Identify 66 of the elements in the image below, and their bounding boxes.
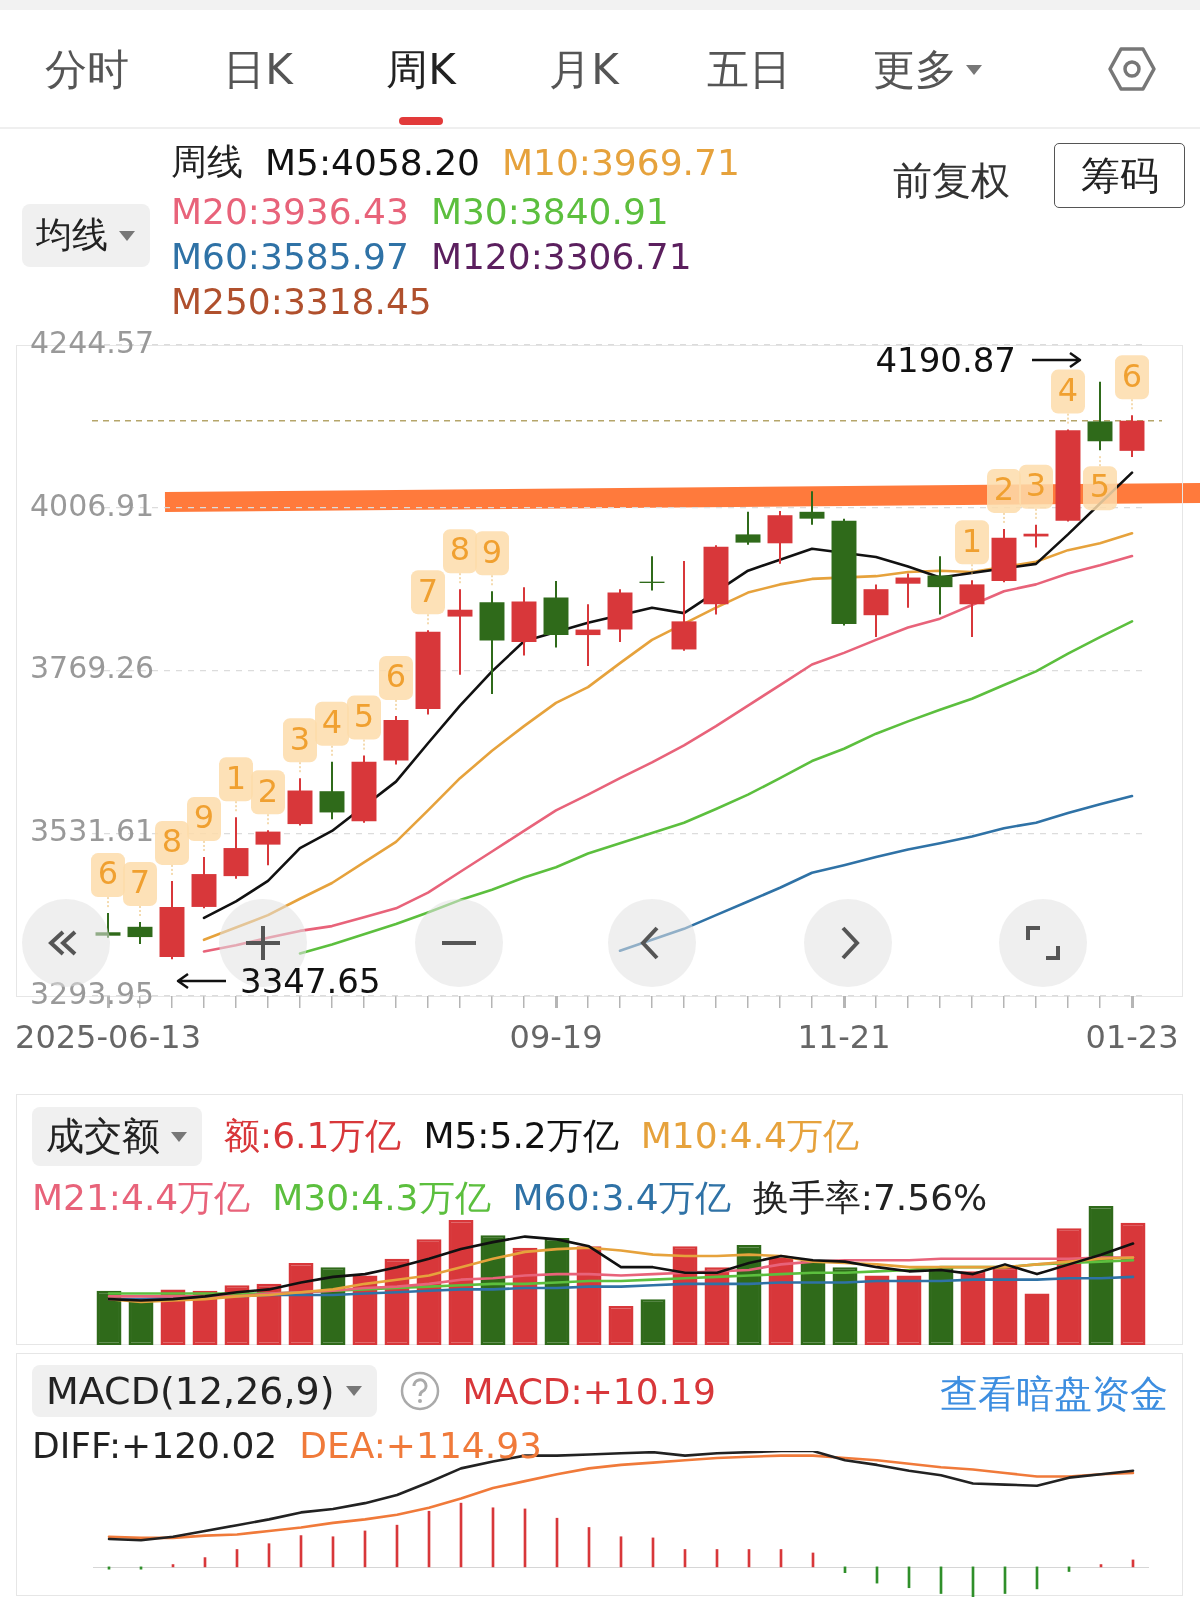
text: 4 [321,703,343,742]
text: M60:3585.97 [171,236,409,277]
text: 9 [193,798,215,837]
chart-title: 成交额 [46,1113,160,1160]
legend-label: M250:3318.45 [171,281,432,322]
text: 7 [417,571,439,610]
candlestick [95,912,121,939]
y-tick-label: 3293.95 [30,975,155,1011]
chart-title: MACD(12,26,9) [46,1369,335,1413]
text: M10:4.4万亿 [640,1114,859,1158]
text: 更多 [873,44,957,96]
text: 5 [353,696,375,735]
text: M10:3969.71 [501,142,740,183]
text: 2 [993,470,1015,509]
candlestick [447,588,473,676]
text: 日K [223,44,293,96]
text: 1 [961,521,983,560]
series-label: M30:4.3万亿 [272,1176,491,1220]
text: 6 [1121,356,1143,395]
text: 周K [386,44,456,96]
text: 2 [257,771,279,810]
x-tick-label: 2025-06-13 [15,1017,201,1056]
text: 8 [449,530,471,569]
y-tick-label: 4244.57 [30,324,155,360]
legend-label: M120:3306.71 [430,236,692,277]
text: MACD:+10.19 [462,1370,716,1412]
text: 7 [129,863,151,902]
text: 额:6.1万亿 [224,1114,402,1158]
candlestick [799,490,825,526]
legend-title: 周线 [171,140,243,184]
x-tick-label: 09-19 [509,1017,603,1056]
text: 6 [97,854,119,893]
text: 6 [385,657,407,696]
annotation: 4190.87 [875,338,1016,382]
y-tick-label: 4006.91 [30,487,155,523]
text: 4 [1057,370,1079,409]
text: 分时 [45,44,129,96]
text: 1 [225,758,247,797]
text: 3 [1025,466,1047,505]
candlestick [895,572,921,609]
text: 五日 [707,44,791,96]
text: 3 [289,719,311,758]
text: M21:4.4万亿 [32,1176,251,1220]
candlestick [735,510,761,546]
text: M30:3840.91 [430,191,669,232]
text: 查看暗盘资金 [940,1371,1168,1418]
text: M5:4058.20 [265,142,480,183]
text: 筹码 [1054,143,1185,208]
text: 均线 [36,213,108,257]
series-label: DEA:+114.93 [299,1425,542,1466]
text: 8 [161,822,183,861]
x-tick-label: 11-21 [797,1017,891,1056]
text: M20:3936.43 [171,191,409,232]
text: 9 [481,532,503,571]
text: M5:5.2万亿 [423,1114,619,1158]
annotation: 换手率:7.56% [752,1176,988,1220]
annotation: 3347.65 [240,960,381,1004]
series-label: M60:3.4万亿 [512,1176,731,1220]
series-label: DIFF:+120.02 [32,1425,278,1466]
text: 月K [549,44,619,96]
text: 前复权 [893,157,1010,205]
y-tick-label: 3769.26 [30,650,155,686]
y-tick-label: 3531.61 [30,813,155,849]
text: 5 [1089,467,1111,506]
x-tick-label: 01-23 [1085,1017,1179,1056]
candlestick [927,555,953,616]
